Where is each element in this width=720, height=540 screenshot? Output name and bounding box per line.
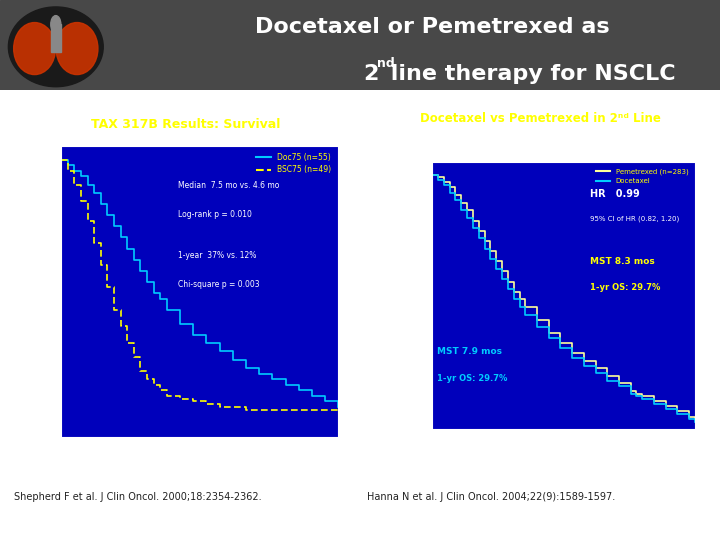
Text: 1-year  37% vs. 12%: 1-year 37% vs. 12% bbox=[178, 251, 256, 260]
Legend: Pemetrexed (n=283), Docetaxel: Pemetrexed (n=283), Docetaxel bbox=[593, 165, 691, 187]
Text: 2: 2 bbox=[364, 64, 379, 84]
Ellipse shape bbox=[9, 7, 103, 87]
Ellipse shape bbox=[51, 16, 60, 33]
Text: Chi-square p = 0.003: Chi-square p = 0.003 bbox=[178, 280, 259, 289]
Text: 95% CI of HR (0.82, 1.20): 95% CI of HR (0.82, 1.20) bbox=[590, 216, 679, 222]
Y-axis label: Cumulative Probability: Cumulative Probability bbox=[32, 248, 41, 335]
Ellipse shape bbox=[56, 23, 98, 75]
Text: MST = median survival time: MST = median survival time bbox=[369, 456, 458, 461]
Text: HR   0.99: HR 0.99 bbox=[590, 189, 639, 199]
Text: Hanna N et al. J Clin Oncol. 2004;22(9):1589-1597.: Hanna N et al. J Clin Oncol. 2004;22(9):… bbox=[367, 492, 616, 502]
Text: Shepherd F et al. J Clin Oncol. 2000;18:2354-2362.: Shepherd F et al. J Clin Oncol. 2000;18:… bbox=[14, 492, 262, 502]
Text: line therapy for NSCLC: line therapy for NSCLC bbox=[383, 64, 675, 84]
Text: Log-rank p = 0.010: Log-rank p = 0.010 bbox=[178, 210, 251, 219]
Legend: Doc75 (n=55), BSC75 (n=49): Doc75 (n=55), BSC75 (n=49) bbox=[253, 150, 335, 178]
Bar bbox=[51, 24, 60, 52]
Text: 1-yr OS: 29.7%: 1-yr OS: 29.7% bbox=[437, 374, 508, 383]
Text: MST 8.3 mos: MST 8.3 mos bbox=[590, 256, 654, 266]
Text: Docetaxel 75mg/m² vs BSC: Docetaxel 75mg/m² vs BSC bbox=[91, 152, 279, 165]
Text: Median  7.5 mo vs. 4.6 mo: Median 7.5 mo vs. 4.6 mo bbox=[178, 181, 279, 190]
Text: MST 7.9 mos: MST 7.9 mos bbox=[437, 347, 503, 356]
X-axis label: Survival Time (months): Survival Time (months) bbox=[140, 458, 259, 467]
Y-axis label: Survival Distribution Function: Survival Distribution Function bbox=[401, 249, 406, 342]
Text: NSCLC: Survival (ITT) Results: NSCLC: Survival (ITT) Results bbox=[443, 143, 638, 156]
Text: 1-yr OS: 29.7%: 1-yr OS: 29.7% bbox=[590, 284, 660, 292]
Text: Docetaxel vs Pemetrexed in 2ⁿᵈ Line: Docetaxel vs Pemetrexed in 2ⁿᵈ Line bbox=[420, 112, 661, 125]
Text: Docetaxel or Pemetrexed as: Docetaxel or Pemetrexed as bbox=[255, 17, 609, 37]
Text: TAX 317B Results: Survival: TAX 317B Results: Survival bbox=[91, 118, 280, 131]
Text: nd: nd bbox=[377, 57, 395, 70]
Ellipse shape bbox=[14, 23, 55, 75]
X-axis label: Months: Months bbox=[544, 449, 582, 458]
